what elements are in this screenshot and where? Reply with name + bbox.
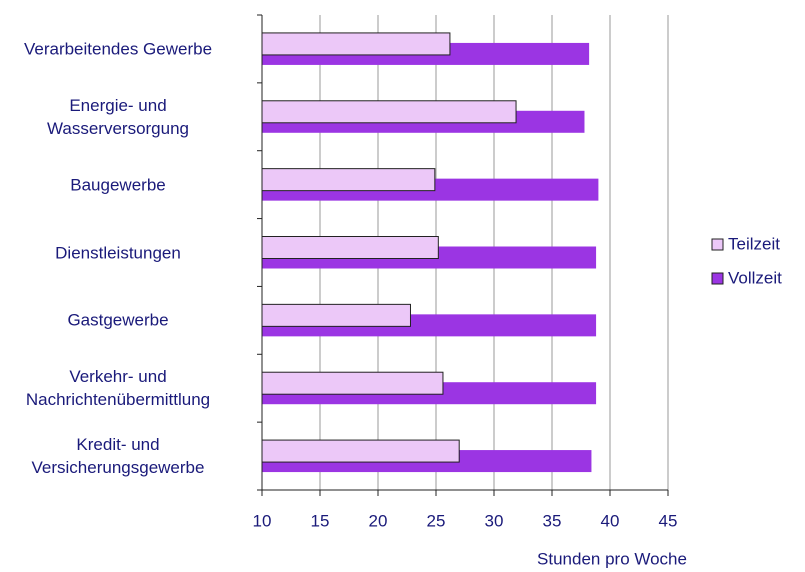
x-tick-label: 20	[369, 511, 388, 530]
y-tick-label: Baugewerbe	[70, 175, 166, 195]
legend-swatch	[711, 238, 724, 251]
legend-label: Vollzeit	[728, 268, 782, 287]
y-tick-label: Energie- und Wasserversorgung	[46, 95, 190, 138]
legend-label: Teilzeit	[728, 234, 780, 253]
bar	[261, 439, 460, 463]
y-tick-label: Gastgewerbe	[67, 310, 169, 330]
y-tick-label: Kredit- und Versicherungsgewerbe	[31, 435, 205, 478]
x-tick-label: 45	[659, 511, 678, 530]
x-tick-label: 10	[253, 511, 272, 530]
legend-swatch	[711, 272, 724, 285]
x-tick-label: 25	[427, 511, 446, 530]
x-tick-label: 15	[311, 511, 330, 530]
x-tick-label: 40	[601, 511, 620, 530]
y-tick-label: Dienstleistungen	[55, 243, 181, 262]
bar	[261, 32, 451, 56]
y-tick-label: Verarbeitendes Gewerbe	[23, 39, 213, 59]
x-tick-label: 35	[543, 511, 562, 530]
y-tick-label: Verkehr- und Nachrichtenübermittlung	[25, 367, 211, 410]
bar	[261, 100, 517, 124]
bar	[261, 236, 439, 259]
bar	[261, 371, 444, 395]
x-tick-label: 30	[485, 511, 504, 530]
bar	[261, 303, 411, 327]
x-axis-label: Stunden pro Woche	[537, 549, 687, 568]
bar	[261, 168, 436, 192]
